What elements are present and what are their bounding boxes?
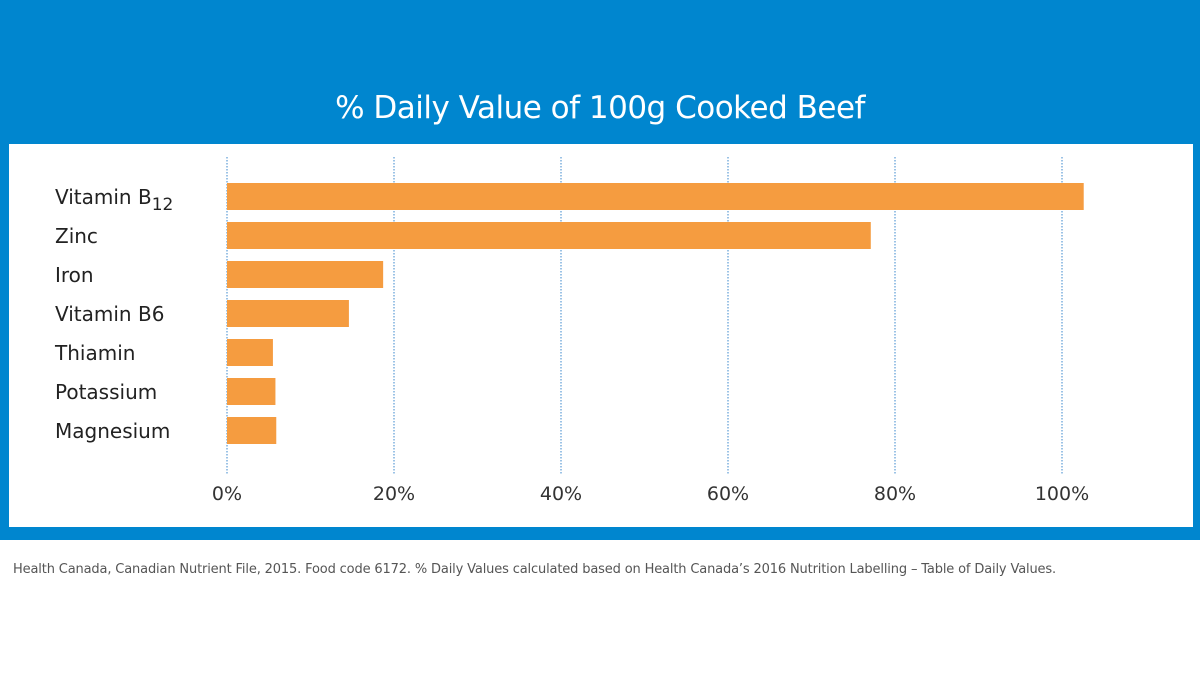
bar: [227, 378, 276, 405]
x-tick-label: 40%: [540, 483, 582, 505]
category-label: Iron: [55, 263, 94, 287]
x-tick-label: 100%: [1035, 483, 1089, 505]
bar: [227, 300, 349, 327]
footnote: Health Canada, Canadian Nutrient File, 2…: [13, 562, 1057, 577]
category-label: Thiamin: [54, 341, 135, 365]
bar: [227, 417, 277, 444]
x-tick-label: 20%: [373, 483, 415, 505]
bar: [227, 222, 871, 249]
category-label: Vitamin B6: [55, 302, 164, 326]
x-tick-label: 60%: [707, 483, 749, 505]
category-label: Potassium: [55, 380, 157, 404]
bar: [227, 339, 273, 366]
category-label: Magnesium: [55, 419, 170, 443]
bar: [227, 261, 384, 288]
bar: [227, 183, 1084, 210]
x-tick-label: 80%: [874, 483, 916, 505]
x-tick-label: 0%: [212, 483, 242, 505]
chart-title: % Daily Value of 100g Cooked Beef: [335, 90, 865, 126]
category-label: Vitamin B12: [55, 185, 173, 215]
category-label: Zinc: [55, 224, 98, 248]
category-label-subscript: 12: [152, 195, 174, 215]
